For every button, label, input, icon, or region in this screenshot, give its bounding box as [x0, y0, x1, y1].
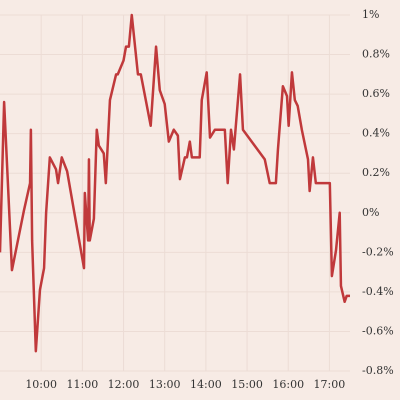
y-tick-label: 0.8% [362, 48, 390, 61]
x-tick-label: 17:00 [314, 378, 346, 391]
x-tick-label: 16:00 [272, 378, 304, 391]
x-tick-label: 11:00 [67, 378, 99, 391]
data-line [0, 13, 350, 353]
y-tick-label: -0.6% [362, 324, 394, 337]
y-tick-label: 0.6% [362, 87, 390, 100]
y-tick-label: -0.4% [362, 285, 394, 298]
y-tick-label: 0.4% [362, 127, 390, 140]
y-tick-label: -0.2% [362, 245, 394, 258]
x-tick-label: 14:00 [190, 378, 222, 391]
x-tick-label: 15:00 [231, 378, 263, 391]
y-tick-label: 0.2% [362, 166, 390, 179]
x-tick-label: 10:00 [25, 378, 57, 391]
y-tick-label: 1% [362, 8, 379, 21]
x-tick-label: 12:00 [108, 378, 140, 391]
y-tick-label: -0.8% [362, 364, 394, 377]
y-tick-label: 0% [362, 206, 379, 219]
x-tick-label: 13:00 [149, 378, 181, 391]
